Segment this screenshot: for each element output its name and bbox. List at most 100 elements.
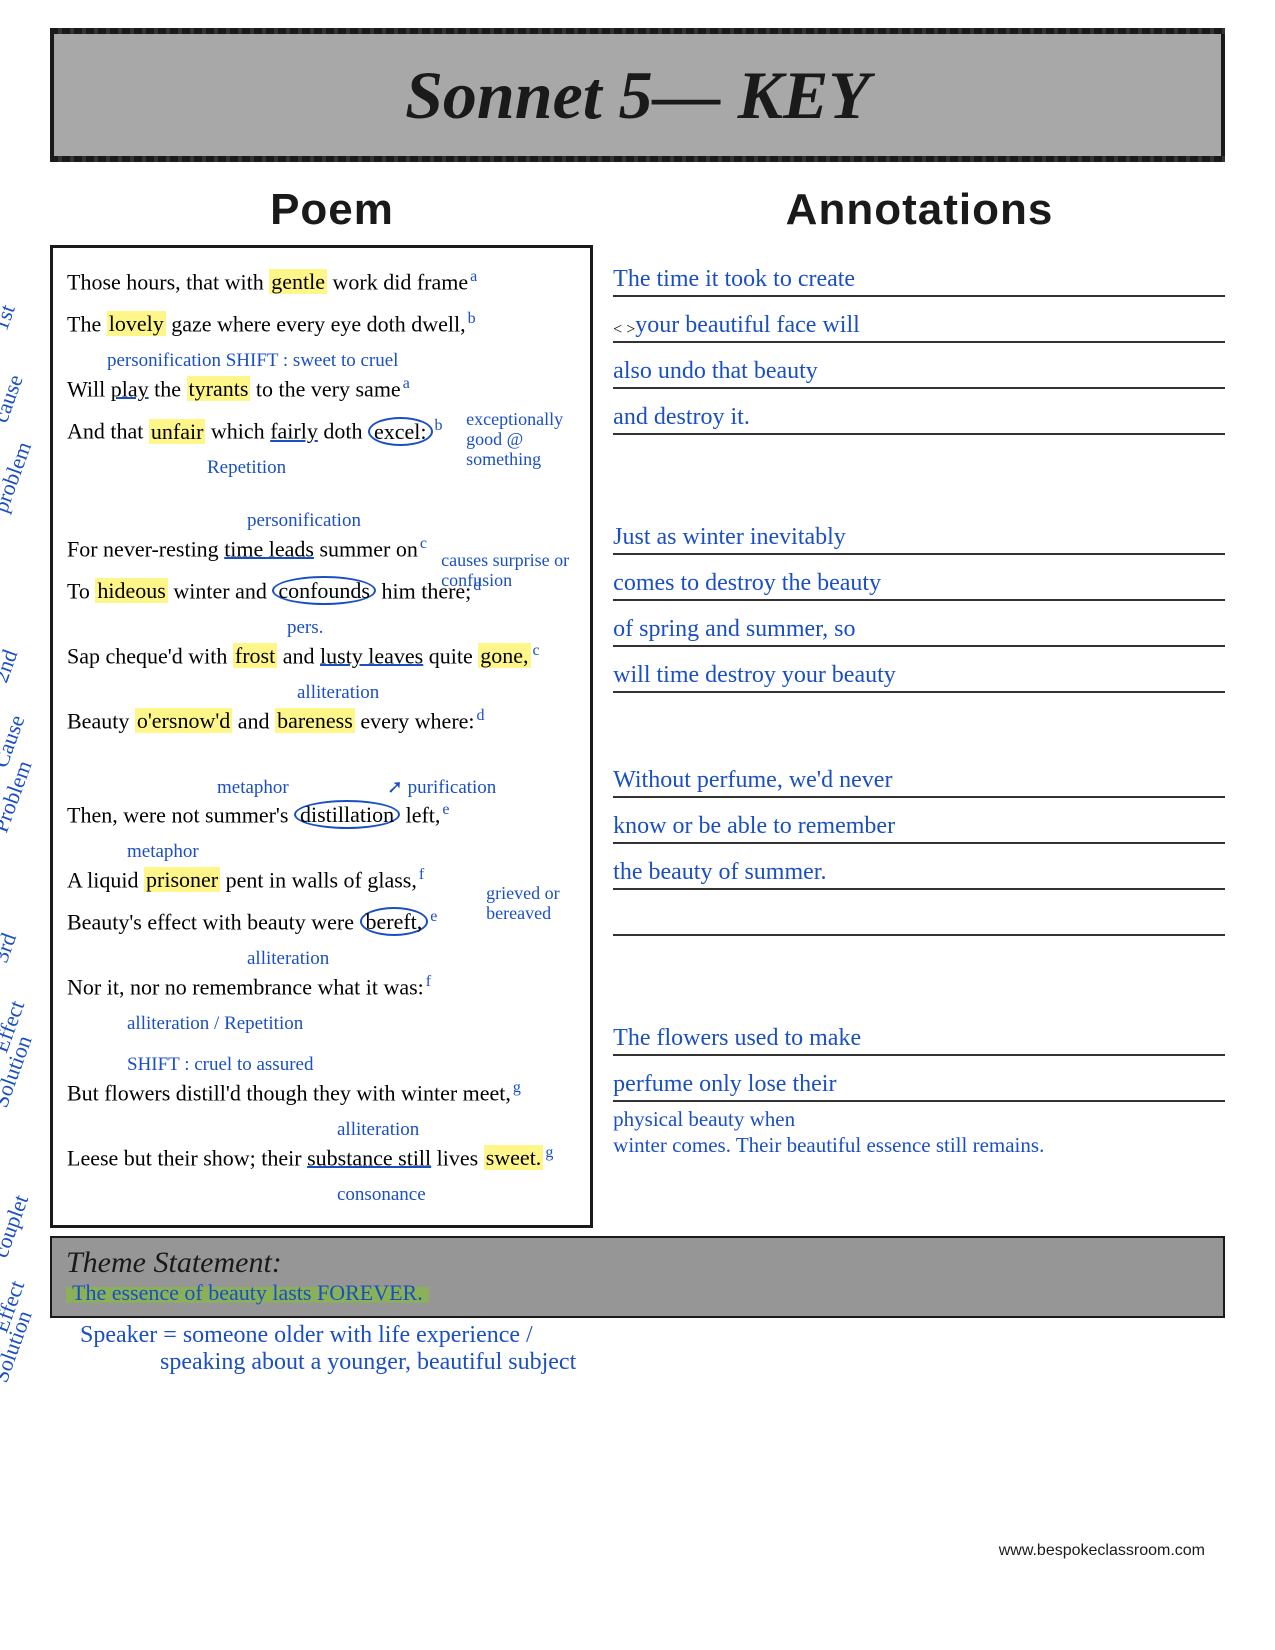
underline: lusty leaves — [320, 643, 423, 668]
text: Beauty — [67, 708, 135, 733]
rhyme-mark: g — [513, 1079, 521, 1096]
underline: play — [111, 376, 149, 401]
highlight: gentle — [269, 269, 327, 294]
text: to the very same — [250, 376, 400, 401]
handwritten-note: grieved or bereaved — [486, 884, 596, 924]
rhyme-mark: b — [435, 417, 443, 434]
poem-heading: Poem — [50, 185, 614, 235]
annotation-text: your beautiful face will — [635, 312, 860, 339]
annotations-heading: Annotations — [614, 185, 1225, 235]
text: For never-resting — [67, 536, 224, 561]
poem-box: Those hours, that with gentle work did f… — [50, 245, 593, 1228]
highlight: prisoner — [144, 867, 220, 892]
handwritten-note: metaphor — [217, 777, 289, 800]
underline: time leads — [224, 536, 314, 561]
footer-url: www.bespokeclassroom.com — [999, 1542, 1205, 1560]
handwritten-note: exceptionally good @ something — [466, 410, 586, 469]
rhyme-mark: c — [533, 642, 540, 659]
main-content: Those hours, that with gentle work did f… — [50, 245, 1225, 1228]
rhyme-mark: f — [419, 866, 424, 883]
theme-label: Theme Statement: — [66, 1246, 1209, 1280]
rhyme-mark: d — [477, 707, 485, 724]
text: Those hours, that with — [67, 269, 269, 294]
annotation-text: of spring and summer, so — [613, 616, 855, 643]
annotation-text: perfume only lose their — [613, 1071, 836, 1098]
annotation-text: The flowers used to make — [613, 1025, 861, 1052]
text: pent in walls of glass, — [220, 867, 417, 892]
margin-label: 2nd — [0, 646, 23, 686]
text: quite — [423, 643, 478, 668]
annotation-q1: The time it took to create < >your beaut… — [613, 255, 1225, 435]
poem-line: Then, were not summer's distillation lef… — [67, 799, 576, 831]
handwritten-note: consonance — [67, 1184, 576, 1207]
text: gaze where every eye doth dwell, — [166, 311, 466, 336]
margin-label: 1st — [0, 301, 21, 334]
annotation-text: The time it took to create — [613, 266, 855, 293]
margin-label: couplet — [0, 1191, 34, 1261]
text: Leese but their show; their — [67, 1145, 307, 1170]
column-headers: Poem Annotations — [50, 185, 1225, 235]
annotation-text: know or be able to remember — [613, 813, 895, 840]
highlight: bareness — [275, 708, 355, 733]
handwritten-note: alliteration / Repetition — [67, 1013, 576, 1036]
annotation-q3: Without perfume, we'd never know or be a… — [613, 756, 1225, 936]
handwritten-note: alliteration — [67, 682, 576, 705]
handwritten-note: alliteration — [67, 1119, 576, 1142]
annotation-text: Just as winter inevitably — [613, 524, 846, 551]
handwritten-note: pers. — [67, 617, 576, 640]
handwritten-note: alliteration — [67, 948, 576, 971]
annotation-text: Without perfume, we'd never — [613, 767, 892, 794]
poem-line: But flowers distill'd though they with w… — [67, 1077, 576, 1109]
annotation-text: the beauty of summer. — [613, 859, 826, 886]
circled-word: bereft, — [360, 907, 429, 936]
annotation-text: physical beauty when — [613, 1106, 1225, 1132]
annotation-text: will time destroy your beauty — [613, 662, 896, 689]
annotation-text: and destroy it. — [613, 404, 750, 431]
highlight: hideous — [95, 578, 167, 603]
theme-text: The essence of beauty lasts FOREVER. — [66, 1280, 429, 1306]
text: Beauty's effect with beauty were — [67, 909, 360, 934]
underline: fairly — [270, 419, 318, 444]
text: Will — [67, 376, 111, 401]
text: and — [277, 643, 320, 668]
poem-line: Leese but their show; their substance st… — [67, 1142, 576, 1174]
underline: substance still — [307, 1145, 431, 1170]
text: which — [205, 419, 270, 444]
text: doth — [318, 419, 368, 444]
rhyme-mark: g — [545, 1144, 553, 1161]
rhyme-mark: a — [470, 268, 477, 285]
text: Sap cheque'd with — [67, 643, 233, 668]
poem-line: The lovely gaze where every eye doth dwe… — [67, 308, 576, 340]
handwritten-note: SHIFT : cruel to assured — [67, 1054, 576, 1077]
text: every where: — [355, 708, 475, 733]
poem-line: Beauty's effect with beauty were bereft,… — [67, 906, 576, 938]
margin-label: problem — [0, 438, 37, 516]
rhyme-mark: c — [420, 535, 427, 552]
text: and — [232, 708, 275, 733]
poem-line: Nor it, nor no remembrance what it was:f — [67, 971, 576, 1003]
highlight: o'ersnow'd — [135, 708, 232, 733]
handwritten-note: personification SHIFT : sweet to cruel — [67, 350, 576, 373]
poem-line: Beauty o'ersnow'd and bareness every whe… — [67, 705, 576, 737]
circled-word: distillation — [294, 800, 400, 829]
annotations-column: The time it took to create < >your beaut… — [613, 245, 1225, 1228]
poem-line: And that unfair which fairly doth excel:… — [67, 415, 576, 447]
poem-line: Those hours, that with gentle work did f… — [67, 266, 576, 298]
rhyme-mark: a — [403, 375, 410, 392]
highlight: lovely — [107, 311, 166, 336]
text: But flowers distill'd though they with w… — [67, 1080, 511, 1105]
annotation-text: comes to destroy the beauty — [613, 570, 881, 597]
annotation-text: also undo that beauty — [613, 358, 818, 385]
page-title: Sonnet 5— KEY — [405, 56, 870, 135]
poem-line: Sap cheque'd with frost and lusty leaves… — [67, 640, 576, 672]
margin-label: 3rd — [0, 930, 22, 966]
text: work did frame — [327, 269, 468, 294]
highlight: gone, — [478, 643, 530, 668]
text: Then, were not summer's — [67, 802, 294, 827]
annotation-couplet: The flowers used to make perfume only lo… — [613, 1014, 1225, 1159]
speaker-note-line: speaking about a younger, beautiful subj… — [80, 1349, 1225, 1376]
handwritten-note: metaphor — [67, 841, 576, 864]
text: winter and — [168, 578, 272, 603]
margin-label: cause — [0, 371, 29, 426]
handwritten-note: causes surprise or confusion — [441, 551, 591, 591]
